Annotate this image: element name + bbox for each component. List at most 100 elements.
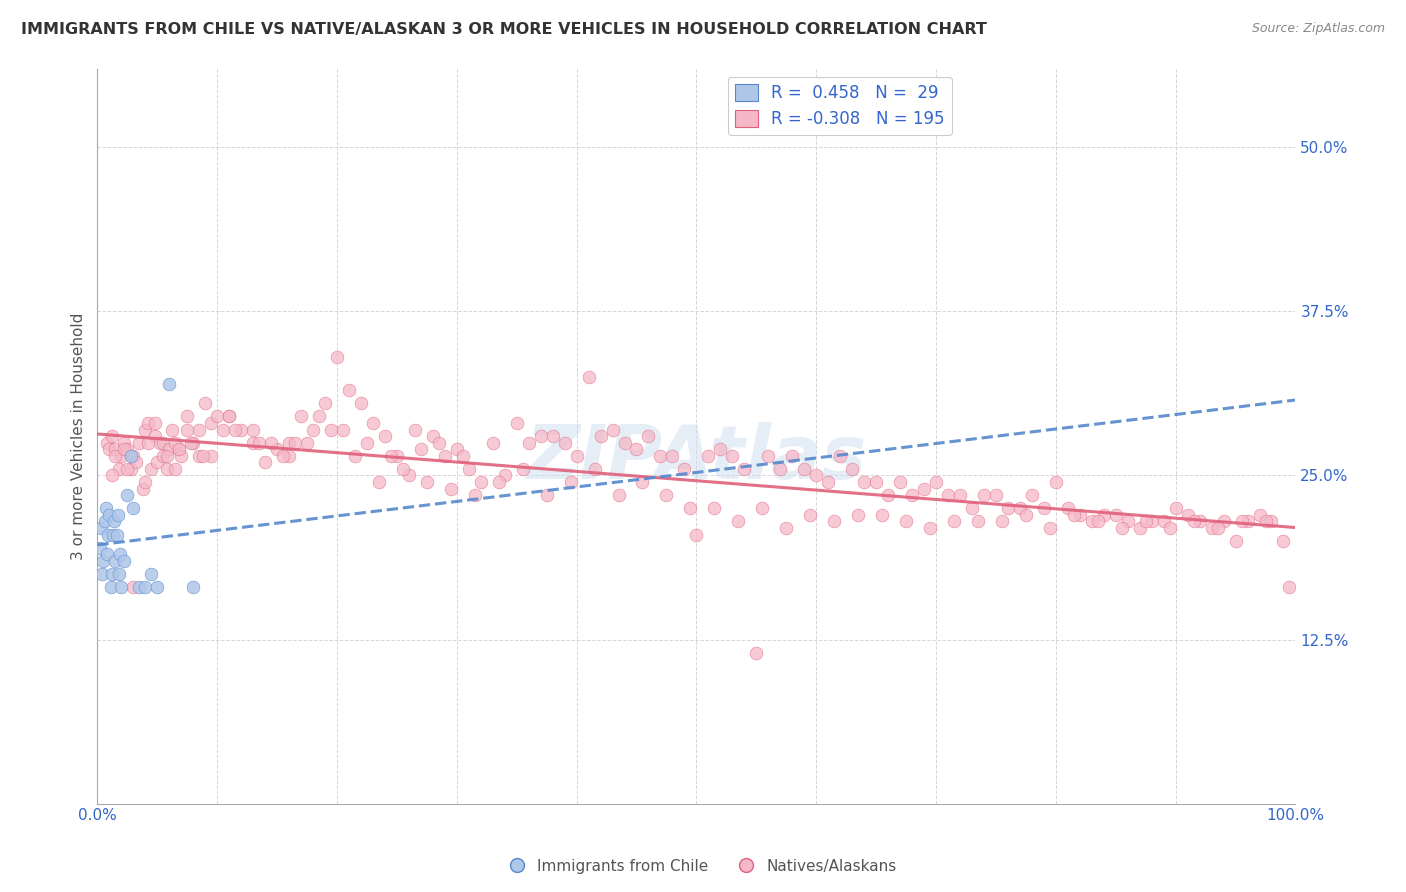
Point: [775, 521, 797, 535]
Point: [105, 527, 128, 541]
Point: [290, 409, 312, 424]
Point: [194, 396, 217, 410]
Point: [973, 488, 995, 502]
Point: [157, 442, 180, 457]
Point: [1164, 501, 1187, 516]
Point: [679, 501, 702, 516]
Point: [104, 554, 127, 568]
Point: [446, 442, 468, 457]
Point: [1249, 508, 1271, 522]
Point: [152, 435, 174, 450]
Point: [295, 435, 318, 450]
Point: [709, 442, 731, 457]
Point: [120, 462, 142, 476]
Point: [117, 442, 139, 457]
Point: [912, 482, 935, 496]
Point: [949, 488, 972, 502]
Point: [302, 423, 325, 437]
Point: [560, 475, 582, 489]
Point: [997, 501, 1019, 516]
Point: [457, 462, 479, 476]
Point: [894, 515, 917, 529]
Point: [841, 462, 863, 476]
Point: [165, 462, 187, 476]
Point: [536, 488, 558, 502]
Point: [350, 396, 373, 410]
Point: [817, 475, 839, 489]
Point: [673, 462, 696, 476]
Point: [602, 423, 624, 437]
Point: [224, 423, 246, 437]
Point: [470, 475, 492, 489]
Point: [152, 449, 174, 463]
Point: [745, 646, 768, 660]
Point: [103, 515, 125, 529]
Point: [392, 462, 415, 476]
Point: [1111, 521, 1133, 535]
Point: [806, 468, 828, 483]
Text: ZIPAtlas: ZIPAtlas: [526, 422, 868, 495]
Point: [780, 449, 803, 463]
Legend: R =  0.458   N =  29, R = -0.308   N = 195: R = 0.458 N = 29, R = -0.308 N = 195: [728, 77, 952, 135]
Point: [530, 429, 553, 443]
Point: [1056, 501, 1078, 516]
Point: [100, 429, 122, 443]
Point: [398, 468, 420, 483]
Point: [650, 449, 672, 463]
Point: [229, 423, 252, 437]
Point: [157, 376, 180, 391]
Point: [721, 449, 744, 463]
Point: [1092, 508, 1115, 522]
Point: [1021, 488, 1043, 502]
Point: [374, 429, 396, 443]
Point: [90, 521, 112, 535]
Point: [583, 462, 606, 476]
Point: [89, 541, 111, 555]
Point: [180, 435, 202, 450]
Point: [1212, 515, 1234, 529]
Point: [1177, 508, 1199, 522]
Point: [385, 449, 408, 463]
Point: [589, 429, 612, 443]
Point: [799, 508, 821, 522]
Point: [112, 554, 135, 568]
Point: [188, 449, 211, 463]
Point: [132, 482, 155, 496]
Point: [284, 435, 307, 450]
Point: [326, 351, 349, 365]
Point: [247, 435, 270, 450]
Point: [134, 475, 156, 489]
Point: [100, 566, 122, 581]
Point: [494, 468, 516, 483]
Point: [1230, 515, 1253, 529]
Point: [1159, 521, 1181, 535]
Point: [104, 449, 127, 463]
Point: [517, 435, 540, 450]
Point: [314, 396, 336, 410]
Point: [901, 488, 924, 502]
Point: [100, 580, 122, 594]
Point: [1206, 521, 1229, 535]
Point: [254, 455, 277, 469]
Point: [343, 449, 366, 463]
Point: [1225, 534, 1247, 549]
Point: [181, 435, 204, 450]
Point: [1135, 515, 1157, 529]
Point: [846, 508, 869, 522]
Point: [1188, 515, 1211, 529]
Point: [918, 521, 941, 535]
Point: [1260, 515, 1282, 529]
Point: [188, 423, 211, 437]
Point: [427, 435, 450, 450]
Point: [464, 488, 486, 502]
Point: [416, 475, 439, 489]
Point: [1032, 501, 1054, 516]
Point: [409, 442, 432, 457]
Point: [271, 449, 294, 463]
Point: [128, 580, 150, 594]
Point: [1087, 515, 1109, 529]
Point: [578, 370, 600, 384]
Point: [433, 449, 456, 463]
Point: [134, 580, 156, 594]
Point: [823, 515, 845, 529]
